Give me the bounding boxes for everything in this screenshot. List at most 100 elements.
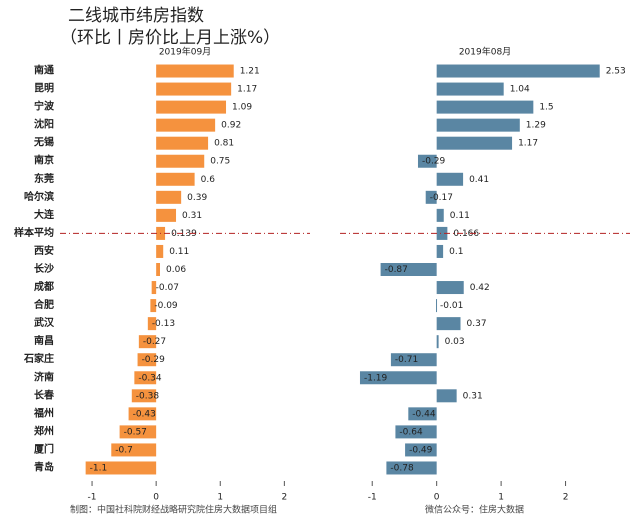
value-label: 1.09 — [232, 103, 252, 113]
category-label: 无锡 — [33, 136, 54, 149]
category-label: 东莞 — [34, 172, 54, 185]
bar — [436, 335, 439, 349]
bar — [408, 407, 437, 421]
panel-title: 2019年09月 — [159, 46, 211, 58]
value-label: -0.71 — [395, 355, 418, 365]
chart-title: 二线城市纬房指数 — [68, 6, 204, 26]
bar — [359, 371, 437, 385]
category-label: 济南 — [34, 370, 54, 383]
category-label: 石家庄 — [23, 352, 54, 365]
value-label: -0.87 — [385, 265, 408, 275]
bar — [380, 263, 437, 276]
bar — [156, 82, 232, 96]
value-label: 1.17 — [237, 85, 257, 95]
bar — [156, 263, 160, 276]
bar — [156, 118, 216, 132]
bar — [137, 353, 157, 367]
category-label: 西安 — [34, 244, 54, 257]
category-label: 青岛 — [34, 460, 54, 473]
category-label: 合肥 — [33, 298, 54, 311]
bar — [131, 389, 157, 403]
bar — [436, 389, 457, 403]
category-label: 武汉 — [34, 316, 55, 329]
value-label: 1.29 — [526, 121, 546, 131]
category-label: 南通 — [34, 64, 54, 77]
x-tick-label: 2 — [563, 493, 569, 503]
footer: 微信公众号：住房大数据 — [425, 504, 524, 516]
value-label: -0.64 — [399, 427, 423, 437]
value-label: -0.13 — [152, 319, 175, 329]
category-label: 样本平均 — [14, 226, 54, 239]
bar — [436, 100, 534, 114]
category-label: 大连 — [34, 208, 55, 221]
value-label: 0.41 — [469, 175, 489, 185]
bar — [436, 64, 600, 78]
bar — [405, 443, 437, 457]
bar — [436, 281, 464, 295]
value-label: 0.42 — [470, 283, 490, 293]
x-tick-label: 1 — [217, 493, 223, 503]
bar — [436, 208, 444, 222]
category-label: 厦门 — [34, 442, 54, 455]
value-label: -0.38 — [136, 391, 160, 401]
value-label: 1.21 — [240, 67, 260, 77]
value-label: -0.7 — [115, 445, 133, 455]
bar — [436, 299, 438, 313]
value-label: 0.06 — [166, 265, 186, 275]
bar — [436, 172, 464, 186]
value-label: 0.92 — [221, 121, 241, 131]
bar — [111, 443, 157, 457]
x-tick-label: -1 — [368, 493, 377, 503]
category-label: 南昌 — [34, 334, 54, 347]
value-label: -0.49 — [409, 445, 433, 455]
bar — [156, 136, 209, 150]
category-label: 哈尔滨 — [24, 190, 54, 203]
bar — [119, 425, 157, 439]
value-label: -0.27 — [143, 337, 166, 347]
value-label: 2.53 — [606, 67, 626, 77]
x-tick-label: 1 — [498, 493, 504, 503]
value-label: 0.39 — [187, 193, 207, 203]
bar — [156, 190, 182, 204]
x-tick-label: 2 — [281, 493, 287, 503]
bar — [436, 244, 444, 258]
bar — [395, 425, 437, 439]
value-label: -0.29 — [142, 355, 166, 365]
value-label: 1.5 — [539, 103, 553, 113]
x-tick-label: -1 — [88, 493, 97, 503]
bar — [156, 172, 195, 186]
value-label: 0.31 — [182, 211, 202, 221]
value-label: -0.01 — [440, 301, 463, 311]
bar — [436, 317, 461, 331]
category-label: 宁波 — [34, 100, 55, 113]
value-label: 1.04 — [510, 85, 530, 95]
category-label: 郑州 — [34, 424, 54, 437]
bar — [386, 461, 437, 475]
bar — [417, 154, 437, 168]
bar — [128, 407, 157, 421]
bar — [436, 82, 504, 96]
bar — [156, 64, 234, 78]
value-label: -0.07 — [156, 283, 179, 293]
value-label: 0.75 — [210, 157, 230, 167]
value-label: -0.29 — [422, 157, 446, 167]
category-label: 长沙 — [34, 262, 54, 275]
value-label: 0.37 — [467, 319, 487, 329]
bar — [151, 281, 157, 295]
bar — [85, 461, 157, 475]
value-label: -0.44 — [412, 409, 436, 419]
bar — [425, 190, 437, 204]
value-label: -0.57 — [124, 427, 147, 437]
bar — [150, 299, 157, 313]
panel-title: 2019年08月 — [459, 46, 511, 58]
value-label: -1.1 — [90, 463, 108, 473]
category-label: 福州 — [33, 406, 54, 419]
value-label: -1.19 — [364, 373, 388, 383]
bar — [138, 335, 157, 349]
value-label: 0.31 — [463, 391, 483, 401]
category-label: 长春 — [34, 388, 54, 401]
x-tick-label: 0 — [153, 493, 159, 503]
bar — [147, 317, 157, 331]
value-label: 1.17 — [518, 139, 538, 149]
bar — [134, 371, 157, 385]
